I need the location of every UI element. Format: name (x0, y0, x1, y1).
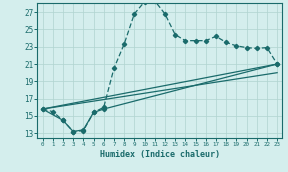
X-axis label: Humidex (Indice chaleur): Humidex (Indice chaleur) (100, 149, 220, 159)
